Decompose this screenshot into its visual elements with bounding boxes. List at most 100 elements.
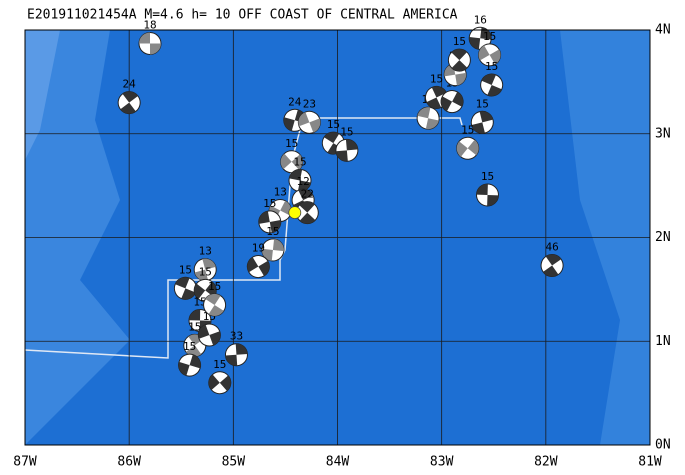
beachball-quadrant [481,73,502,96]
event-depth-label: 46 [545,241,558,254]
event-depth-label: 18 [143,18,156,31]
event-depth-label: 15 [461,123,474,136]
beachball-quadrant [120,91,138,114]
beachball [416,106,440,130]
beachball-quadrant [247,257,270,276]
event-depth-label: 13 [274,186,287,199]
beachball [203,293,227,317]
beachball-quadrant [469,27,492,50]
beachball-quadrant [289,169,311,192]
event-depth-label: 13 [199,245,212,258]
x-tick-label: 86W [117,455,141,470]
event-depth-label: 15 [293,155,306,168]
beachball [208,371,232,395]
beachball-quadrant [451,49,468,72]
beachball-quadrant [261,239,284,261]
event-depth-label: 15 [483,30,496,43]
beachball-quadrant [476,183,499,206]
event-depth-label: 15 [183,340,196,353]
beachball [258,210,282,234]
beachball [480,73,504,97]
event-depth-label: 33 [230,330,243,343]
x-tick-label: 85W [222,455,246,470]
beachball-quadrant [299,201,316,224]
beachball-quadrant [225,343,248,366]
beachball [447,48,471,72]
y-tick-label: 3N [655,126,671,141]
beachball-quadrant [283,109,306,131]
beachball-quadrant [175,277,196,300]
beachball-quadrant [208,374,231,392]
beachball [117,91,141,115]
beachball-quadrant [280,153,303,170]
beachball [197,323,221,347]
beachball [440,90,464,114]
beachball [224,343,248,367]
beachball-quadrant [478,45,501,65]
grid [24,29,651,446]
beachball-quadrant [178,354,201,376]
beachball-quadrant [194,281,217,300]
y-tick-label: 0N [655,438,671,453]
beachball-quadrant [441,91,464,112]
beachball [335,138,359,162]
beachball [178,353,202,377]
x-tick-label: 82W [534,455,558,470]
event-depth-label: 15 [188,320,201,333]
beachball-quadrant [426,86,447,109]
x-tick-label: 87W [13,455,37,470]
event-depth-label: 22 [301,188,314,201]
beachball [193,258,217,282]
event-depth-label: 15 [213,358,226,371]
beachball-quadrant [543,254,562,277]
event-depth-label: 15 [430,72,443,85]
x-tick-label: 83W [430,455,454,470]
x-tick-label: 81W [638,455,662,470]
beachball [478,43,502,67]
event-depth-label: 15 [266,225,279,238]
event-depth-label: 15 [485,60,498,73]
beachball-quadrant [456,139,479,157]
event-depth-label: 15 [476,97,489,110]
beachball-quadrant [471,111,493,134]
ocean-shallow [25,30,60,160]
beachball [280,150,304,174]
beachball [468,26,492,50]
beachball-quadrant [417,107,439,130]
beachball-quadrant [194,258,216,281]
event-depth-label: 19 [252,242,265,255]
event-depth-label: 15 [340,125,353,138]
event-depth-label: 24 [123,78,137,91]
event-depth-label: 15 [199,265,212,278]
event-depth-label: 15 [263,197,276,210]
frame [24,29,651,446]
beachball-quadrant [205,293,224,316]
event-depth-label: 12 [297,175,310,188]
y-tick-label: 1N [655,334,671,349]
beachball [295,201,319,225]
event-depth-label: 24 [288,95,302,108]
event-depth-label: 23 [303,97,316,110]
map-title: E201911021454A M=4.6 h= 10 OFF COAST OF … [27,8,458,23]
beachball-quadrant [444,63,467,86]
beachball-quadrant [298,112,321,133]
beachball-quadrant [139,32,161,55]
beachball [476,183,499,207]
beachball [261,238,285,262]
beachball [138,31,162,55]
beachball [288,168,312,192]
beachball [297,110,321,134]
beachball-quadrant [335,139,358,162]
beachball-quadrant [198,324,221,346]
y-tick-label: 4N [655,23,671,38]
beachball-quadrant [258,211,281,233]
beachball [246,255,270,279]
beachball [456,136,480,160]
event-depth-label: 16 [474,13,487,26]
event-depth-label: 15 [285,137,298,150]
beachball [540,254,564,278]
y-tick-label: 2N [655,230,671,245]
epicenter [288,206,302,220]
